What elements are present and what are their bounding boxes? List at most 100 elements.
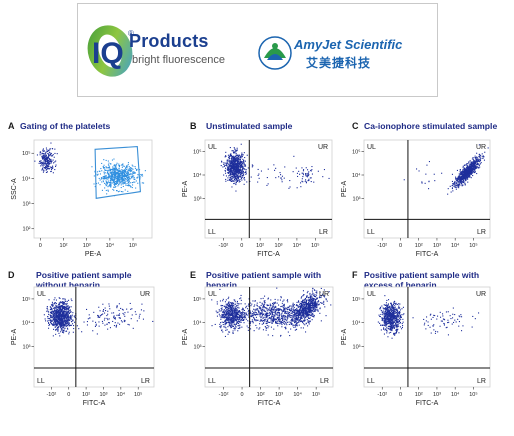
data-point — [113, 171, 115, 173]
data-point — [265, 327, 267, 329]
data-point — [235, 312, 237, 314]
data-point — [249, 322, 251, 324]
data-point — [43, 156, 45, 158]
data-point — [416, 168, 418, 170]
data-point — [67, 317, 69, 319]
data-point — [222, 321, 224, 323]
data-point — [303, 169, 305, 171]
data-point — [57, 318, 59, 320]
data-point — [228, 170, 230, 172]
data-point — [257, 319, 259, 321]
data-point — [254, 304, 256, 306]
data-point — [242, 309, 244, 311]
data-point — [55, 333, 57, 335]
data-point — [59, 312, 61, 314]
data-point — [260, 312, 262, 314]
data-point — [219, 310, 221, 312]
data-point — [240, 173, 242, 175]
data-point — [100, 314, 102, 316]
data-point — [233, 152, 235, 154]
data-point — [67, 314, 69, 316]
data-point — [468, 171, 470, 173]
data-point — [248, 298, 250, 300]
data-point — [305, 174, 307, 176]
data-point — [239, 159, 241, 161]
data-point — [239, 180, 241, 182]
data-point — [232, 305, 234, 307]
data-point — [130, 318, 132, 320]
data-point — [298, 305, 300, 307]
data-point — [45, 163, 47, 165]
data-point — [68, 307, 70, 309]
data-point — [244, 179, 246, 181]
data-point — [323, 303, 325, 305]
data-point — [119, 176, 121, 178]
data-point — [281, 302, 283, 304]
data-point — [42, 155, 44, 157]
data-point — [106, 181, 108, 183]
data-point — [47, 149, 49, 151]
data-point — [111, 174, 113, 176]
data-point — [255, 316, 257, 318]
data-point — [434, 180, 436, 182]
data-point — [278, 309, 280, 311]
data-point — [114, 174, 116, 176]
data-point — [57, 310, 59, 312]
data-point — [233, 163, 235, 165]
data-point — [289, 309, 291, 311]
data-point — [307, 314, 309, 316]
data-point — [46, 171, 48, 173]
data-point — [460, 172, 462, 174]
data-point — [234, 318, 236, 320]
data-point — [48, 166, 50, 168]
data-point — [234, 177, 236, 179]
data-point — [55, 308, 57, 310]
data-point — [229, 177, 231, 179]
data-point — [454, 183, 456, 185]
data-point — [135, 313, 137, 315]
data-point — [292, 311, 294, 313]
data-point — [259, 313, 261, 315]
data-point — [229, 309, 231, 311]
data-point — [468, 173, 470, 175]
data-point — [67, 306, 69, 308]
data-point — [127, 169, 129, 171]
data-point — [226, 313, 228, 315]
data-point — [310, 177, 312, 179]
data-point — [307, 180, 309, 182]
data-point — [120, 307, 122, 309]
data-point — [220, 318, 222, 320]
data-point — [126, 176, 128, 178]
quadrant-label-ll: LL — [367, 229, 375, 236]
data-point — [62, 303, 64, 305]
data-point — [235, 309, 237, 311]
data-point — [253, 305, 255, 307]
data-point — [220, 308, 222, 310]
data-point — [231, 314, 233, 316]
data-point — [125, 165, 127, 167]
data-point — [67, 305, 69, 307]
data-point — [285, 313, 287, 315]
data-point — [63, 298, 65, 300]
data-point — [307, 325, 309, 327]
data-point — [110, 168, 112, 170]
data-point — [69, 306, 71, 308]
data-point — [61, 321, 63, 323]
data-point — [462, 184, 464, 186]
data-point — [119, 170, 121, 172]
data-point — [461, 177, 463, 179]
data-point — [229, 319, 231, 321]
data-point — [243, 162, 245, 164]
x-axis-title: FITC-A — [257, 251, 280, 258]
data-point — [237, 158, 239, 160]
data-point — [310, 181, 312, 183]
data-point — [267, 314, 269, 316]
data-point — [234, 163, 236, 165]
data-point — [125, 171, 127, 173]
data-point — [480, 157, 482, 159]
data-point — [112, 174, 114, 176]
data-point — [107, 176, 109, 178]
data-point — [232, 165, 234, 167]
x-tick-label: 10³ — [433, 243, 441, 249]
data-point — [109, 169, 111, 171]
